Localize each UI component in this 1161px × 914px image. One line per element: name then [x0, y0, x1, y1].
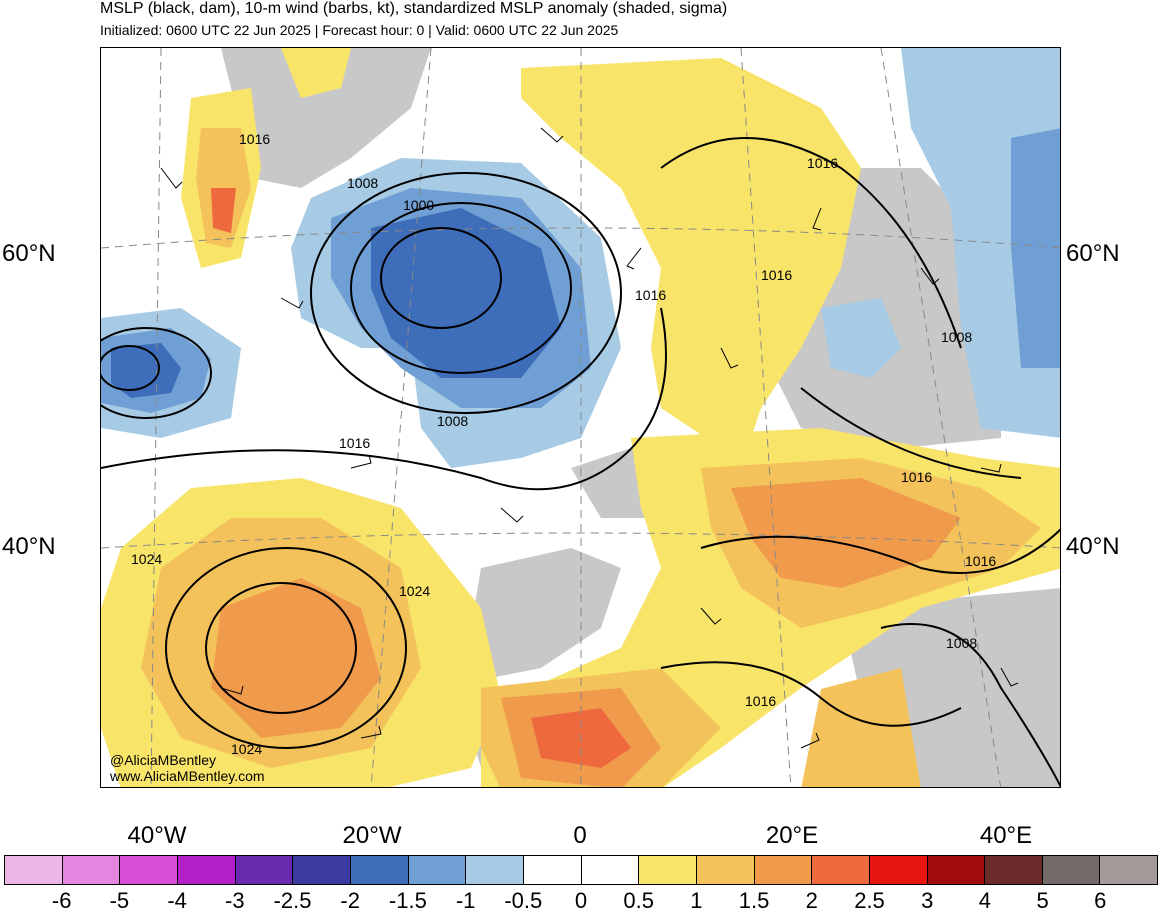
colorbar-cell	[293, 856, 351, 884]
isobar-label: 1016	[745, 693, 776, 709]
colorbar-tick-label: 6	[1094, 888, 1107, 913]
isobar-label: 1016	[761, 267, 792, 283]
colorbar-cell	[466, 856, 524, 884]
colorbar-tick-label: -6	[51, 888, 72, 913]
anomaly-orange2-atlantic	[211, 578, 381, 738]
isobar-label: 1024	[399, 583, 430, 599]
colorbar-cell	[754, 856, 813, 884]
colorbar-tick-label: -1.5	[388, 888, 427, 913]
colorbar-tick-label: -0.5	[504, 888, 543, 913]
lon-label-40e: 40°E	[979, 822, 1033, 849]
isobar-label: 1016	[635, 287, 666, 303]
colorbar-cell	[696, 856, 755, 884]
colorbar-tick-label: 3	[921, 888, 934, 913]
gray-region-greenland	[221, 48, 431, 188]
colorbar-cell	[812, 856, 870, 884]
lon-label-0: 0	[573, 822, 587, 849]
isobar-label: 1016	[239, 131, 270, 147]
lat-label-40n-left: 40°N	[2, 533, 56, 560]
lon-label-20e: 20°E	[765, 822, 819, 849]
isobar-label: 1016	[807, 155, 838, 171]
colorbar-tick-label: 1.5	[738, 888, 770, 913]
colorbar-cell	[350, 856, 409, 884]
anomaly-blue2-russia-east	[1011, 128, 1060, 368]
isobar-label: 1008	[437, 413, 468, 429]
colorbar-cell	[1100, 856, 1158, 884]
gray-region-iberia	[471, 548, 621, 678]
colorbar-cell	[927, 856, 986, 884]
map-canvas: 1016 1008 1000 1016 1016 1016 1008 1008 …	[101, 48, 1060, 787]
isobar-label-group: 1016 1008 1000 1016 1016 1016 1008 1008 …	[131, 131, 996, 757]
credit-site: www.AliciaMBentley.com	[110, 768, 265, 784]
colorbar-tick-label: -2.5	[273, 888, 312, 913]
isobar-label: 1016	[901, 469, 932, 485]
colorbar-cell	[120, 856, 178, 884]
isobar-label: 1024	[231, 741, 262, 757]
isobar-label: 1016	[339, 435, 370, 451]
anomaly-blue3-west-low	[111, 343, 181, 398]
isobar-label: 1008	[941, 329, 972, 345]
anomaly-yellow-scandinavia	[521, 58, 861, 468]
colorbar-cell	[177, 856, 236, 884]
isobar-label: 1016	[965, 553, 996, 569]
colorbar-cell	[985, 856, 1043, 884]
lon-label-40w: 40°W	[127, 822, 187, 849]
anomaly-blue-russia-west	[821, 298, 901, 378]
isobars	[101, 137, 1060, 787]
weather-map: 1016 1008 1000 1016 1016 1016 1008 1008 …	[100, 47, 1061, 788]
colorbar-cell	[235, 856, 294, 884]
isobar-label: 1000	[403, 197, 434, 213]
colorbar-tick-label: 0	[574, 888, 588, 913]
isobar-label: 1008	[347, 175, 378, 191]
lon-label-20w: 20°W	[342, 822, 402, 849]
colorbar-tick-label: -1	[455, 888, 476, 913]
colorbar-cell	[523, 856, 582, 884]
colorbar-tick-label: 0.5	[623, 888, 654, 913]
colorbar-tick-label: -5	[109, 888, 130, 913]
map-title: MSLP (black, dam), 10-m wind (barbs, kt)…	[100, 0, 728, 17]
colorbar-cell	[1042, 856, 1101, 884]
anomaly-yellow-mideast	[801, 668, 921, 787]
anomaly-yellow-greenland-north	[281, 48, 351, 98]
colorbar-cell	[869, 856, 928, 884]
colorbar-tick-label: 1	[690, 888, 703, 913]
map-subtitle: Initialized: 0600 UTC 22 Jun 2025 | Fore…	[100, 22, 619, 38]
lat-label-60n-left: 60°N	[2, 240, 56, 267]
lat-label-60n-right: 60°N	[1066, 240, 1120, 267]
wind-barbs	[160, 127, 1019, 749]
colorbar-tick-label: 4	[978, 888, 992, 913]
colorbar-cell	[5, 856, 63, 884]
colorbar-tick-label: 2	[805, 888, 818, 913]
colorbar-tick-label: 2.5	[854, 888, 885, 913]
anomaly-blue3-icelandic-low	[371, 208, 561, 378]
anomaly-orange2-greenland	[211, 188, 236, 233]
colorbar-cell	[62, 856, 121, 884]
colorbar-cell	[639, 856, 697, 884]
colorbar-cell	[408, 856, 467, 884]
colorbar-tick-label: -2	[340, 888, 360, 913]
isobar-label: 1024	[131, 551, 162, 567]
colorbar	[4, 855, 1158, 885]
isobar-label: 1008	[946, 635, 977, 651]
colorbar-tick-label: -4	[167, 888, 187, 913]
colorbar-tick-label: 5	[1036, 888, 1049, 913]
credit-handle: @AliciaMBentley	[110, 752, 217, 768]
lat-label-40n-right: 40°N	[1066, 533, 1120, 560]
colorbar-tick-label: -3	[225, 888, 245, 913]
colorbar-cell	[581, 856, 640, 884]
